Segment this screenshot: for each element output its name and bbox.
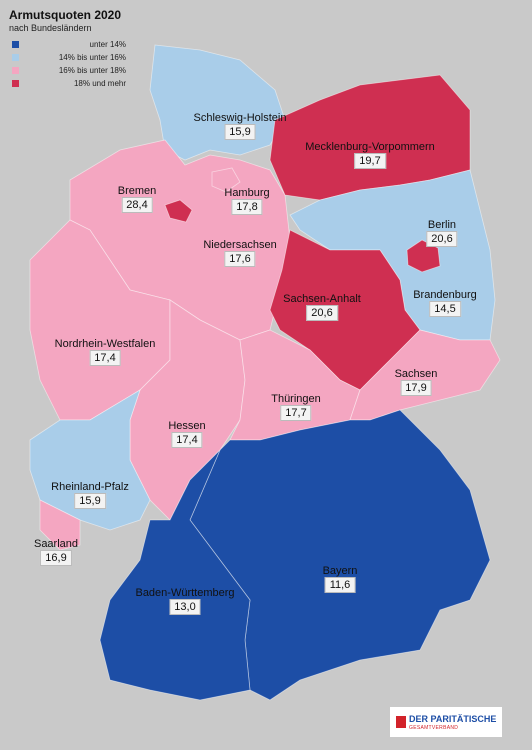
state-area bbox=[39, 499, 81, 551]
state-value: 16,9 bbox=[40, 550, 72, 566]
state-value: 15,9 bbox=[74, 493, 106, 509]
state-label: Nordrhein-Westfalen 17,4 bbox=[54, 337, 156, 366]
state-value: 28,4 bbox=[121, 197, 153, 213]
state-value: 19,7 bbox=[354, 153, 386, 169]
state-name: Bremen bbox=[117, 185, 157, 197]
state-value: 17,7 bbox=[280, 405, 312, 421]
state-label: Bremen 28,4 bbox=[117, 184, 157, 213]
state-value: 13,0 bbox=[169, 599, 201, 615]
state-label: Mecklenburg-Vorpommern 19,7 bbox=[305, 140, 435, 169]
state-area bbox=[99, 449, 251, 701]
state-name: Baden-Württemberg bbox=[135, 587, 235, 599]
state-value: 20,6 bbox=[306, 305, 338, 321]
map-title: Armutsquoten 2020 bbox=[9, 8, 122, 22]
state-value: 17,6 bbox=[224, 251, 256, 267]
legend-label: 14% bis unter 16% bbox=[58, 53, 126, 62]
map-subtitle: nach Bundesländern bbox=[9, 23, 92, 33]
state-value: 17,9 bbox=[400, 380, 432, 396]
state-area bbox=[406, 239, 441, 273]
logo-icon bbox=[396, 716, 406, 728]
legend-item: 18% und mehr bbox=[12, 79, 126, 89]
state-value: 11,6 bbox=[324, 577, 356, 593]
state-name: Mecklenburg-Vorpommern bbox=[305, 141, 435, 153]
state-label: Baden-Württemberg 13,0 bbox=[135, 586, 235, 615]
state-name: Rheinland-Pfalz bbox=[51, 481, 129, 493]
state-area bbox=[211, 167, 241, 193]
state-name: Schleswig-Holstein bbox=[193, 112, 287, 124]
state-name: Saarland bbox=[33, 538, 79, 550]
legend-item: 16% bis unter 18% bbox=[12, 66, 126, 76]
state-area bbox=[149, 44, 286, 161]
state-area bbox=[164, 199, 193, 223]
legend-swatch bbox=[12, 54, 19, 61]
state-label: Rheinland-Pfalz 15,9 bbox=[51, 480, 129, 509]
state-label: Sachsen-Anhalt 20,6 bbox=[283, 292, 361, 321]
state-label: Sachsen 17,9 bbox=[394, 367, 438, 396]
state-value: 15,9 bbox=[224, 124, 256, 140]
state-name: Bayern bbox=[322, 565, 358, 577]
legend-item: unter 14% bbox=[12, 40, 126, 50]
state-label: Saarland 16,9 bbox=[33, 537, 79, 566]
state-value: 14,5 bbox=[429, 301, 461, 317]
logo: DER PARITÄTISCHE GESAMTVERBAND bbox=[390, 707, 502, 737]
state-name: Sachsen-Anhalt bbox=[283, 293, 361, 305]
legend-label: 16% bis unter 18% bbox=[58, 66, 126, 75]
state-name: Nordrhein-Westfalen bbox=[54, 338, 156, 350]
state-label: Thüringen 17,7 bbox=[271, 392, 321, 421]
state-label: Bayern 11,6 bbox=[322, 564, 358, 593]
state-label: Berlin 20,6 bbox=[426, 218, 458, 247]
state-label: Brandenburg 14,5 bbox=[413, 288, 477, 317]
state-name: Thüringen bbox=[271, 393, 321, 405]
state-name: Hamburg bbox=[224, 187, 270, 199]
legend-swatch bbox=[12, 80, 19, 87]
legend-label: unter 14% bbox=[89, 40, 126, 49]
logo-name: DER PARITÄTISCHE bbox=[409, 714, 497, 724]
legend-swatch bbox=[12, 41, 19, 48]
state-label: Niedersachsen 17,6 bbox=[203, 238, 277, 267]
logo-sub: GESAMTVERBAND bbox=[409, 725, 459, 731]
state-label: Schleswig-Holstein 15,9 bbox=[193, 111, 287, 140]
state-value: 17,4 bbox=[171, 432, 203, 448]
state-name: Sachsen bbox=[394, 368, 438, 380]
state-label: Hessen 17,4 bbox=[168, 419, 206, 448]
state-name: Hessen bbox=[168, 420, 206, 432]
state-value: 20,6 bbox=[426, 231, 458, 247]
state-value: 17,4 bbox=[89, 350, 121, 366]
header: Armutsquoten 2020 nach Bundesländern bbox=[9, 8, 121, 33]
state-name: Brandenburg bbox=[413, 289, 477, 301]
state-name: Berlin bbox=[427, 219, 457, 231]
state-value: 17,8 bbox=[231, 199, 263, 215]
legend-item: 14% bis unter 16% bbox=[12, 53, 126, 63]
legend-swatch bbox=[12, 67, 19, 74]
legend-label: 18% und mehr bbox=[73, 79, 126, 88]
state-name: Niedersachsen bbox=[203, 239, 277, 251]
state-label: Hamburg 17,8 bbox=[224, 186, 270, 215]
